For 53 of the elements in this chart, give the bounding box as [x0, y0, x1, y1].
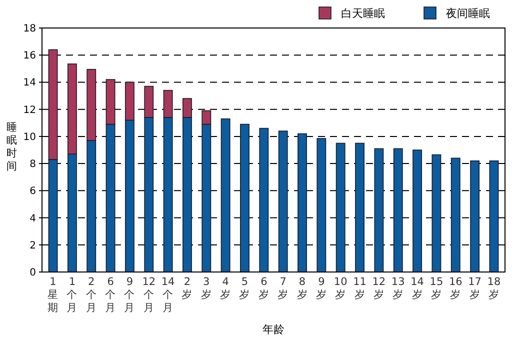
x-tick-label: 11岁 — [353, 276, 366, 301]
x-tick-label: 4岁 — [220, 276, 232, 301]
x-tick-label: 13岁 — [391, 276, 405, 301]
y-tick-label: 18 — [23, 24, 36, 34]
bar — [240, 124, 250, 272]
y-tick-label: 0 — [30, 268, 36, 278]
x-tick-label: 9个月 — [124, 276, 136, 314]
y-tick-label: 8 — [30, 159, 36, 170]
bar — [450, 158, 460, 272]
x-axis-title: 年龄 — [262, 323, 284, 336]
x-tick-label: 14个月 — [161, 276, 176, 314]
x-tick-label: 15岁 — [430, 276, 444, 301]
y-tick-label: 16 — [23, 50, 36, 62]
bar — [432, 154, 442, 272]
bar — [298, 133, 307, 272]
bar — [278, 130, 288, 272]
x-tick-label: 6岁 — [258, 276, 270, 301]
y-axis-title: 睡眠时间 — [6, 120, 18, 172]
y-tick-label: 10 — [23, 132, 36, 143]
y-tick-label: 12 — [23, 104, 36, 116]
x-tick-label: 10岁 — [334, 276, 348, 301]
y-tick-label: 2 — [30, 240, 36, 252]
bar — [220, 118, 230, 272]
bar — [336, 142, 346, 272]
bar — [412, 150, 422, 272]
x-tick-label: 6个月 — [105, 276, 116, 314]
y-tick-label: 4 — [30, 213, 36, 224]
x-tick-label: 2个月 — [86, 276, 97, 314]
x-tick-label: 2岁 — [182, 276, 193, 301]
x-tick-label: 8岁 — [296, 276, 308, 301]
x-tick-label: 16岁 — [448, 276, 463, 301]
bar — [489, 160, 499, 272]
bar — [316, 138, 326, 272]
y-tick-label: 14 — [23, 78, 36, 89]
x-tick-label: 12岁 — [372, 276, 386, 301]
x-tick-label: 17岁 — [468, 276, 482, 301]
x-tick-label: 12个月 — [142, 276, 156, 314]
legend-label: 白天睡眠 — [341, 6, 385, 20]
y-tick-label: 6 — [30, 186, 36, 198]
x-tick-label: 1个月 — [66, 276, 78, 314]
x-tick-label: 9岁 — [316, 276, 327, 301]
x-tick-label: 1星期 — [48, 276, 59, 314]
bar — [393, 148, 403, 272]
x-tick-label: 14岁 — [410, 276, 424, 301]
x-tick-label: 3岁 — [200, 276, 212, 301]
bar — [355, 142, 364, 272]
legend-label: 夜间睡眠 — [446, 6, 490, 20]
bar — [470, 160, 480, 272]
x-tick-label: 5岁 — [239, 276, 250, 301]
x-tick-label: 7岁 — [278, 276, 289, 301]
bar — [259, 128, 269, 272]
bar — [374, 148, 384, 272]
x-tick-label: 18岁 — [487, 276, 501, 301]
